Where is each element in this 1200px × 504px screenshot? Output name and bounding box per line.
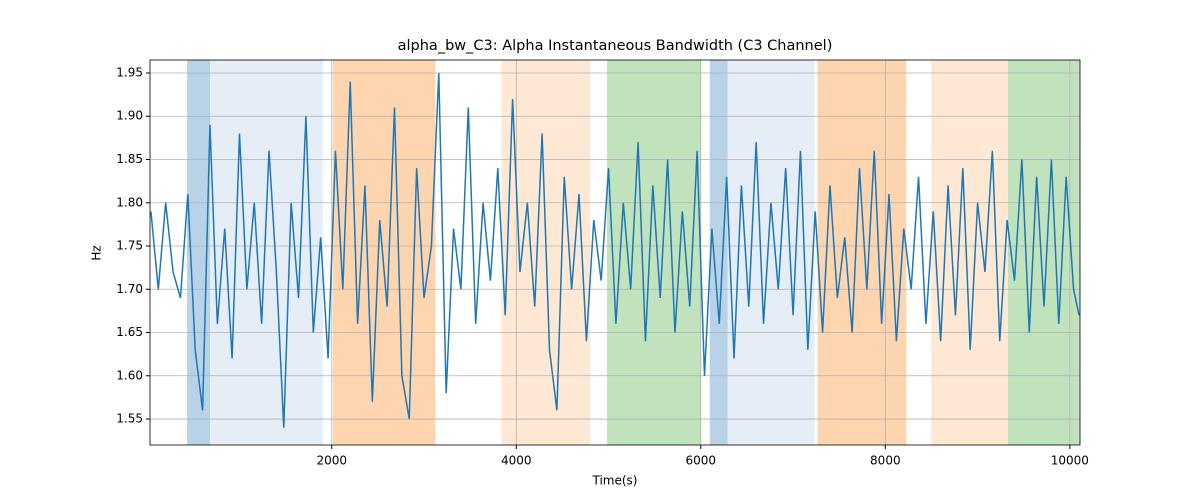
y-tick-label: 1.80 xyxy=(116,195,143,209)
chart-title: alpha_bw_C3: Alpha Instantaneous Bandwid… xyxy=(398,38,833,54)
y-tick-label: 1.85 xyxy=(116,152,143,166)
shaded-span xyxy=(709,60,728,445)
shaded-span xyxy=(332,60,436,445)
shaded-span xyxy=(1008,60,1080,445)
x-tick-label: 10000 xyxy=(1051,454,1089,468)
y-tick-label: 1.55 xyxy=(116,412,143,426)
y-tick-label: 1.65 xyxy=(116,325,143,339)
x-tick-label: 8000 xyxy=(870,454,901,468)
y-tick-label: 1.90 xyxy=(116,109,143,123)
shaded-span xyxy=(817,60,907,445)
y-tick-label: 1.60 xyxy=(116,368,143,382)
plot-frame xyxy=(149,59,1081,446)
x-axis-label: Time(s) xyxy=(592,474,638,488)
y-axis-label: Hz xyxy=(90,245,104,260)
x-tick-label: 4000 xyxy=(501,454,532,468)
x-tick-label: 2000 xyxy=(316,454,347,468)
data-line xyxy=(150,72,1080,428)
shaded-span xyxy=(931,60,1009,445)
shaded-span xyxy=(727,60,815,445)
y-tick-label: 1.75 xyxy=(116,239,143,253)
shaded-span xyxy=(210,60,323,445)
shaded-span xyxy=(607,60,701,445)
x-tick-label: 6000 xyxy=(686,454,717,468)
y-tick-label: 1.70 xyxy=(116,282,143,296)
y-tick-label: 1.95 xyxy=(116,65,143,79)
